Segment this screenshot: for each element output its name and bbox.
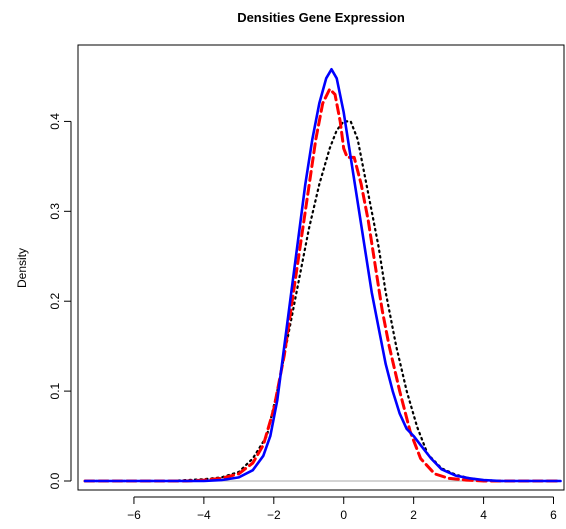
y-axis-label: Density: [15, 248, 29, 288]
y-axis: 0.0 0.1 0.2 0.3 0.4: [48, 113, 72, 489]
x-axis: −6 −4 −2 0 2 4 6: [127, 496, 557, 522]
y-tick-label: 0.3: [48, 203, 62, 220]
series-layer: [83, 68, 562, 483]
x-tick-label: −2: [267, 508, 281, 522]
y-tick-label: 0.2: [48, 293, 62, 310]
density-curve-dotted: [83, 120, 562, 483]
x-tick-label: 0: [340, 508, 347, 522]
chart-title: Densities Gene Expression: [237, 10, 405, 25]
x-tick-label: 2: [410, 508, 417, 522]
y-tick-label: 0.1: [48, 382, 62, 399]
plot-frame: [77, 44, 565, 491]
density-curve-solid: [83, 68, 562, 483]
density-curve-dashed: [83, 87, 562, 483]
x-tick-label: 6: [550, 508, 557, 522]
y-tick-label: 0.0: [48, 472, 62, 489]
x-tick-label: 4: [480, 508, 487, 522]
y-tick-label: 0.4: [48, 113, 62, 130]
x-tick-label: −6: [127, 508, 141, 522]
x-tick-label: −4: [197, 508, 211, 522]
